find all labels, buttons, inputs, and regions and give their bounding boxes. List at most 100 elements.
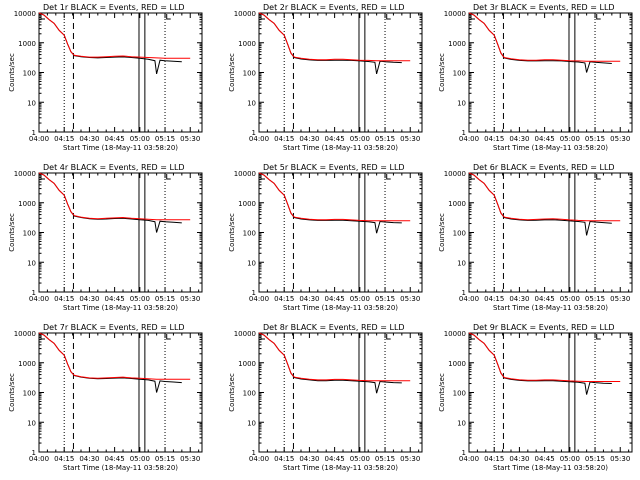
series-line-red [38, 172, 191, 221]
panel-title: Det 9r BLACK = Events, RED = LLD [473, 323, 615, 332]
series-line-red [468, 332, 621, 382]
series-line-red [258, 172, 411, 222]
y-axis-label: Counts/sec [8, 373, 16, 412]
y-axis-label: Counts/sec [228, 373, 236, 412]
y-tick-label: 10000 [234, 330, 256, 338]
top-bracket-mark [596, 334, 601, 340]
x-tick-label: 05:30 [610, 455, 630, 463]
x-tick-label: 05:15 [375, 455, 395, 463]
x-tick-label: 04:45 [325, 455, 345, 463]
x-tick-label: 04:00 [459, 455, 479, 463]
panel-det-4: 1 10 100 1000 10000 04:00 04:15 04:30 04:45 05:00… [8, 163, 203, 312]
series-line-red [468, 172, 621, 222]
x-tick-label: 05:30 [610, 135, 630, 143]
y-tick-label: 1 [252, 129, 256, 137]
top-left-bracket-mark [40, 334, 45, 340]
x-tick-label: 04:15 [274, 135, 294, 143]
x-tick-label: 05:00 [560, 455, 580, 463]
y-tick-label: 100 [453, 230, 466, 238]
y-tick-label: 100 [243, 230, 256, 238]
panel-title: Det 6r BLACK = Events, RED = LLD [473, 163, 615, 172]
x-tick-label: 05:15 [375, 295, 395, 303]
panel-title: Det 5r BLACK = Events, RED = LLD [263, 163, 405, 172]
x-tick-label: 04:30 [299, 455, 319, 463]
x-axis-label: Start Time (18-May-11 03:58:20) [493, 144, 608, 152]
x-tick-label: 04:00 [459, 295, 479, 303]
top-bracket-mark [166, 334, 171, 340]
y-tick-label: 100 [23, 390, 36, 398]
panel-det-9: 1 10 100 1000 10000 04:00 04:15 04:30 04:45 05:00… [438, 323, 633, 472]
panel-title: Det 8r BLACK = Events, RED = LLD [263, 323, 405, 332]
y-tick-label: 10 [457, 259, 466, 267]
top-left-bracket-mark [260, 174, 265, 180]
x-tick-label: 05:15 [585, 455, 605, 463]
y-axis-label: Counts/sec [8, 213, 16, 252]
y-tick-label: 10 [27, 419, 36, 427]
x-axis-label: Start Time (18-May-11 03:58:20) [63, 144, 178, 152]
y-tick-label: 10 [27, 99, 36, 107]
x-axis-label: Start Time (18-May-11 03:58:20) [63, 464, 178, 472]
x-tick-label: 04:15 [54, 135, 74, 143]
top-bracket-mark [386, 174, 391, 180]
x-tick-label: 04:45 [105, 135, 125, 143]
x-tick-label: 04:30 [509, 455, 529, 463]
series-line-red [38, 12, 191, 59]
panel-det-7: 1 10 100 1000 10000 04:00 04:15 04:30 04:45 05:00… [8, 323, 203, 472]
y-tick-label: 1000 [238, 40, 256, 48]
panel-title: Det 7r BLACK = Events, RED = LLD [43, 323, 185, 332]
panel-det-6: 1 10 100 1000 10000 04:00 04:15 04:30 04:45 05:00… [438, 163, 633, 312]
top-left-bracket-mark [40, 174, 45, 180]
y-tick-label: 100 [453, 390, 466, 398]
x-axis-label: Start Time (18-May-11 03:58:20) [283, 144, 398, 152]
y-tick-label: 10000 [234, 10, 256, 18]
y-tick-label: 1 [32, 129, 36, 137]
x-tick-label: 05:30 [180, 295, 200, 303]
x-tick-label: 05:30 [400, 455, 420, 463]
x-tick-label: 05:00 [350, 135, 370, 143]
x-tick-label: 04:15 [274, 455, 294, 463]
x-tick-label: 04:45 [105, 455, 125, 463]
x-tick-label: 05:30 [610, 295, 630, 303]
x-axis-label: Start Time (18-May-11 03:58:20) [283, 304, 398, 312]
x-tick-label: 04:45 [325, 295, 345, 303]
x-tick-label: 05:00 [130, 295, 150, 303]
series-line-red [258, 332, 411, 382]
panel-title: Det 3r BLACK = Events, RED = LLD [473, 3, 615, 12]
x-tick-label: 05:00 [130, 135, 150, 143]
panel-det-2: 1 10 100 1000 10000 04:00 04:15 04:30 04:45 05:00… [228, 3, 423, 152]
y-tick-label: 1000 [238, 200, 256, 208]
y-tick-label: 10000 [444, 170, 466, 178]
series-line-red [468, 12, 621, 62]
x-tick-label: 04:45 [535, 135, 555, 143]
x-tick-label: 04:15 [54, 295, 74, 303]
y-axis-label: Counts/sec [228, 53, 236, 92]
y-tick-label: 1000 [18, 40, 36, 48]
y-tick-label: 10 [27, 259, 36, 267]
y-tick-label: 1000 [448, 40, 466, 48]
x-tick-label: 05:15 [155, 455, 175, 463]
x-tick-label: 04:45 [105, 295, 125, 303]
panel-det-5: 1 10 100 1000 10000 04:00 04:15 04:30 04:45 05:00… [228, 163, 423, 312]
y-axis-label: Counts/sec [228, 213, 236, 252]
y-tick-label: 10000 [14, 330, 36, 338]
x-tick-label: 05:15 [155, 295, 175, 303]
top-bracket-mark [386, 334, 391, 340]
y-tick-label: 1 [32, 289, 36, 297]
y-tick-label: 100 [243, 70, 256, 78]
x-tick-label: 04:30 [79, 295, 99, 303]
y-tick-label: 10000 [234, 170, 256, 178]
x-tick-label: 04:00 [29, 295, 49, 303]
x-tick-label: 05:00 [350, 455, 370, 463]
y-tick-label: 1000 [238, 360, 256, 368]
y-tick-label: 10 [247, 99, 256, 107]
x-tick-label: 05:15 [375, 135, 395, 143]
y-tick-label: 1000 [18, 360, 36, 368]
y-axis-label: Counts/sec [438, 53, 446, 92]
top-bracket-mark [166, 174, 171, 180]
x-tick-label: 04:00 [29, 455, 49, 463]
panel-det-8: 1 10 100 1000 10000 04:00 04:15 04:30 04:45 05:00… [228, 323, 423, 472]
y-axis-label: Counts/sec [438, 213, 446, 252]
x-tick-label: 04:30 [79, 135, 99, 143]
